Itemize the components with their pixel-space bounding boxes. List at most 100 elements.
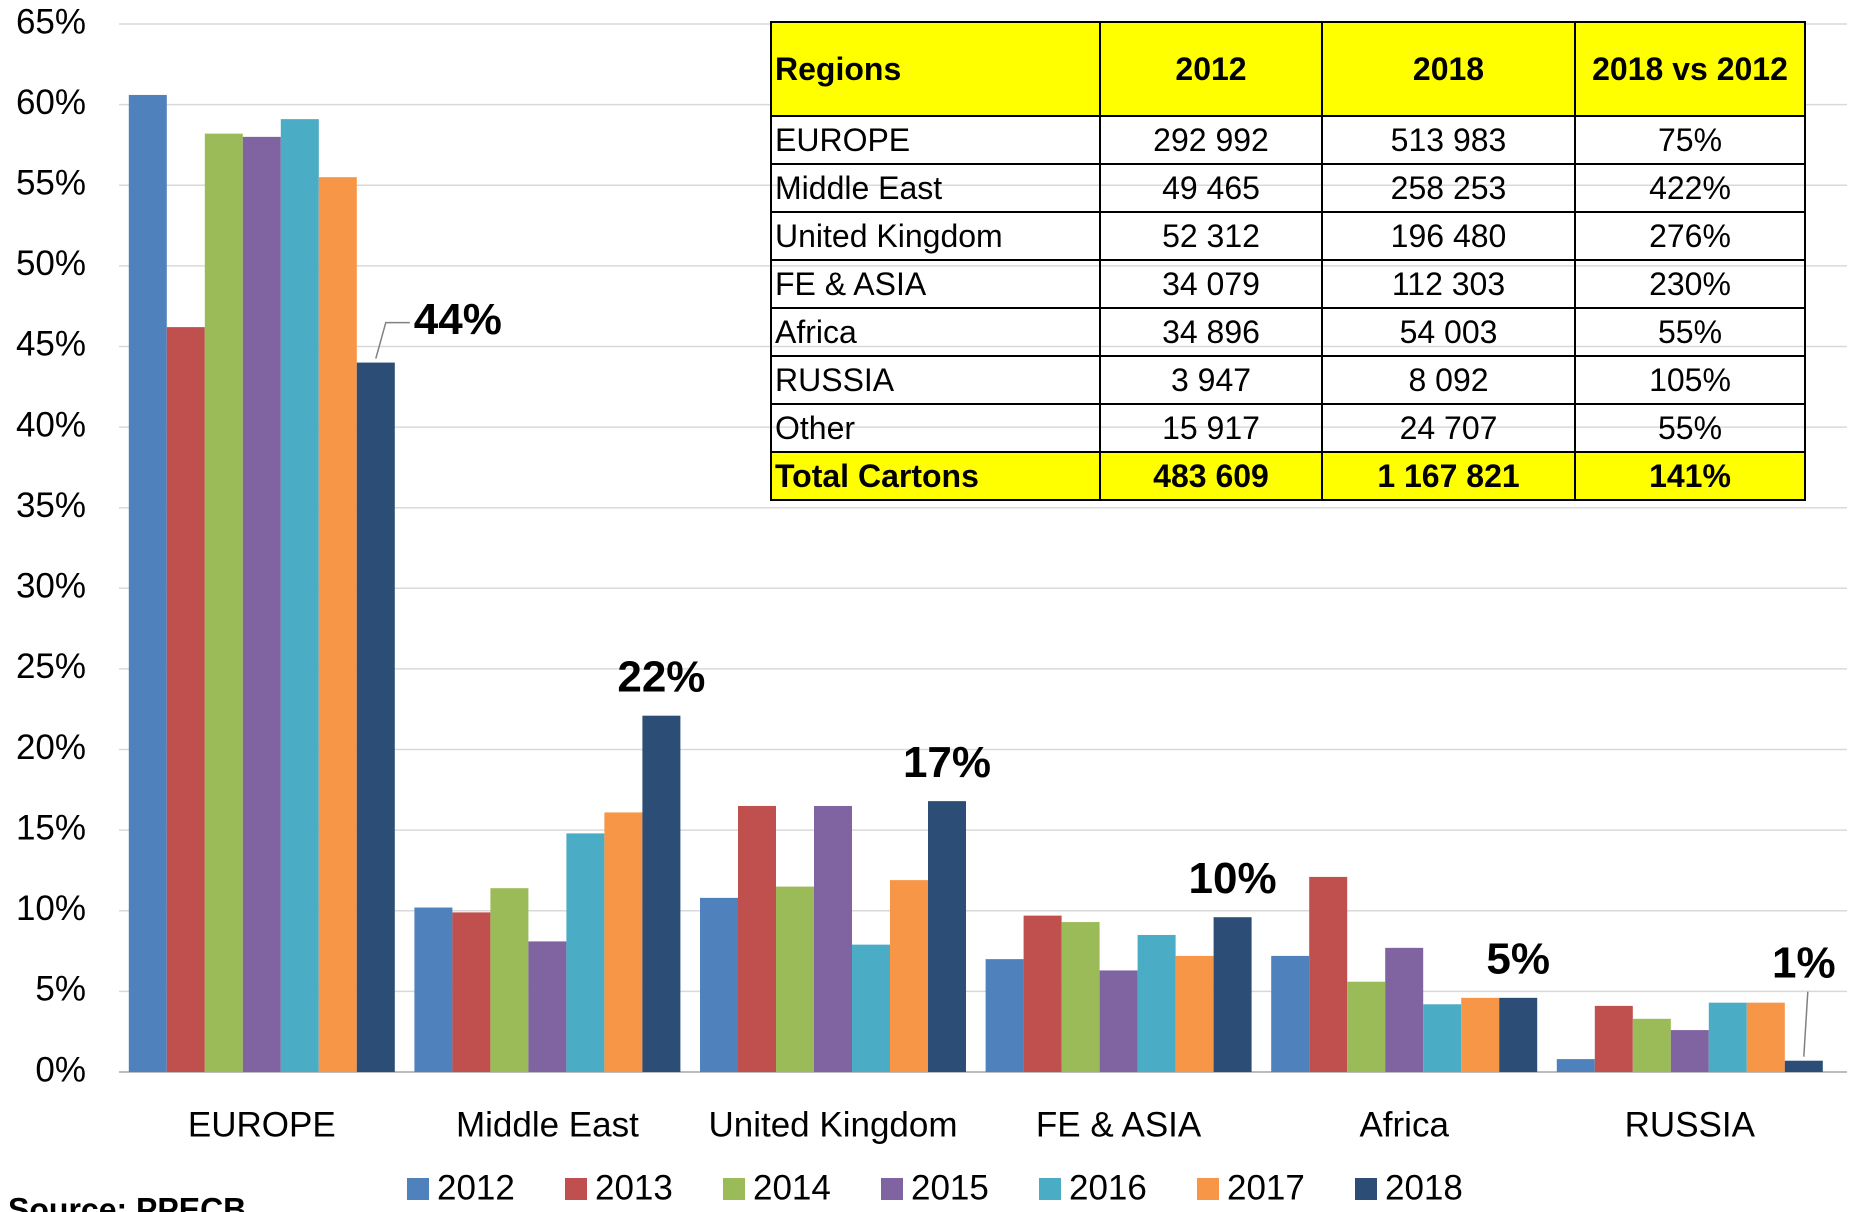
x-tick-label: Middle East: [456, 1105, 639, 1144]
legend-swatch: [723, 1178, 745, 1200]
table-cell: 141%: [1574, 451, 1806, 501]
bar: [700, 897, 738, 1072]
data-label: 1%: [1772, 938, 1836, 987]
table-row: Africa 34 896 54 003 55%: [770, 307, 1806, 357]
table-cell: Total Cartons: [770, 451, 1101, 501]
y-tick-label: 25%: [16, 647, 86, 686]
bar: [1099, 970, 1138, 1072]
bar: [204, 133, 243, 1073]
table-row: RUSSIA 3 947 8 092 105%: [770, 355, 1806, 405]
bar: [452, 912, 491, 1072]
x-tick-label: Africa: [1359, 1105, 1449, 1144]
y-tick-label: 40%: [16, 405, 86, 444]
table-cell: 75%: [1574, 115, 1806, 165]
bar: [1347, 981, 1386, 1072]
legend-label: 2013: [595, 1168, 673, 1207]
y-tick-label: 20%: [16, 728, 86, 767]
bar: [1632, 1018, 1671, 1072]
legend-label: 2012: [437, 1168, 515, 1207]
bar: [1499, 997, 1538, 1072]
table-cell: Other: [770, 403, 1101, 453]
bar: [166, 327, 205, 1072]
data-label: 10%: [1189, 854, 1277, 903]
y-tick-label: 60%: [16, 83, 86, 122]
bar: [318, 177, 357, 1072]
legend-label: 2016: [1069, 1168, 1147, 1207]
table-cell: 55%: [1574, 403, 1806, 453]
bar: [1594, 1005, 1633, 1072]
bar: [566, 833, 605, 1072]
data-label: 5%: [1486, 934, 1550, 983]
legend-swatch: [407, 1178, 429, 1200]
leader-line: [375, 321, 410, 359]
y-tick-label: 15%: [16, 808, 86, 847]
table-row: Middle East 49 465 258 253 422%: [770, 163, 1806, 213]
bar: [776, 886, 814, 1072]
legend-label: 2017: [1227, 1168, 1305, 1207]
x-tick-label: FE & ASIA: [1036, 1105, 1202, 1144]
y-tick-label: 55%: [16, 163, 86, 202]
y-tick-label: 5%: [35, 970, 86, 1009]
table-row: Other 15 917 24 707 55%: [770, 403, 1806, 453]
bar: [1023, 915, 1062, 1072]
bar: [490, 888, 529, 1072]
table-cell: 8 092: [1321, 355, 1576, 405]
table-cell: EUROPE: [770, 115, 1101, 165]
y-tick-label: 45%: [16, 325, 86, 364]
bar: [1556, 1059, 1595, 1072]
bar: [1423, 1004, 1462, 1072]
table-row: FE & ASIA 34 079 112 303 230%: [770, 259, 1806, 309]
bar: [852, 944, 890, 1072]
leader-line: [1803, 991, 1809, 1057]
table-cell: 105%: [1574, 355, 1806, 405]
y-tick-label: 30%: [16, 567, 86, 606]
bar: [1137, 934, 1176, 1072]
table-cell: RUSSIA: [770, 355, 1101, 405]
table-cell: 292 992: [1099, 115, 1323, 165]
bar: [1213, 917, 1252, 1072]
legend-swatch: [1197, 1178, 1219, 1200]
table-cell: 196 480: [1321, 211, 1576, 261]
bar: [414, 907, 453, 1072]
x-tick-label: EUROPE: [188, 1105, 336, 1144]
table-row: Regions 2012 2018 2018 vs 2012: [770, 21, 1806, 117]
table-cell: 15 917: [1099, 403, 1323, 453]
bar: [1385, 947, 1424, 1072]
table-cell: Regions: [770, 21, 1101, 117]
table-cell: 258 253: [1321, 163, 1576, 213]
table-cell: 2018: [1321, 21, 1576, 117]
table-cell: 24 707: [1321, 403, 1576, 453]
legend-swatch: [565, 1178, 587, 1200]
bar: [1670, 1030, 1709, 1072]
data-label: 44%: [414, 295, 502, 344]
x-tick-label: United Kingdom: [708, 1105, 957, 1144]
bar: [814, 805, 852, 1072]
table-row: Total Cartons 483 609 1 167 821 141%: [770, 451, 1806, 501]
table-cell: 2012: [1099, 21, 1323, 117]
table-cell: 3 947: [1099, 355, 1323, 405]
summary-table: Regions 2012 2018 2018 vs 2012 EUROPE 292 992…: [770, 21, 1806, 501]
legend-swatch: [1039, 1178, 1061, 1200]
bar: [604, 812, 643, 1072]
table-cell: 276%: [1574, 211, 1806, 261]
table-cell: 52 312: [1099, 211, 1323, 261]
bar: [1175, 955, 1214, 1072]
legend-label: 2015: [911, 1168, 989, 1207]
table-row: United Kingdom 52 312 196 480 276%: [770, 211, 1806, 261]
table-cell: 34 896: [1099, 307, 1323, 357]
table-cell: 112 303: [1321, 259, 1576, 309]
table-cell: 513 983: [1321, 115, 1576, 165]
data-label: 17%: [903, 738, 991, 787]
table-cell: 1 167 821: [1321, 451, 1576, 501]
table-cell: 483 609: [1099, 451, 1323, 501]
legend-swatch: [881, 1178, 903, 1200]
table-cell: 54 003: [1321, 307, 1576, 357]
bar: [242, 136, 281, 1072]
bar: [1746, 1002, 1785, 1072]
bar: [356, 362, 395, 1073]
bar: [928, 801, 966, 1072]
table-cell: 230%: [1574, 259, 1806, 309]
table-cell: United Kingdom: [770, 211, 1101, 261]
y-tick-label: 0%: [35, 1050, 86, 1089]
bar: [1461, 997, 1500, 1072]
